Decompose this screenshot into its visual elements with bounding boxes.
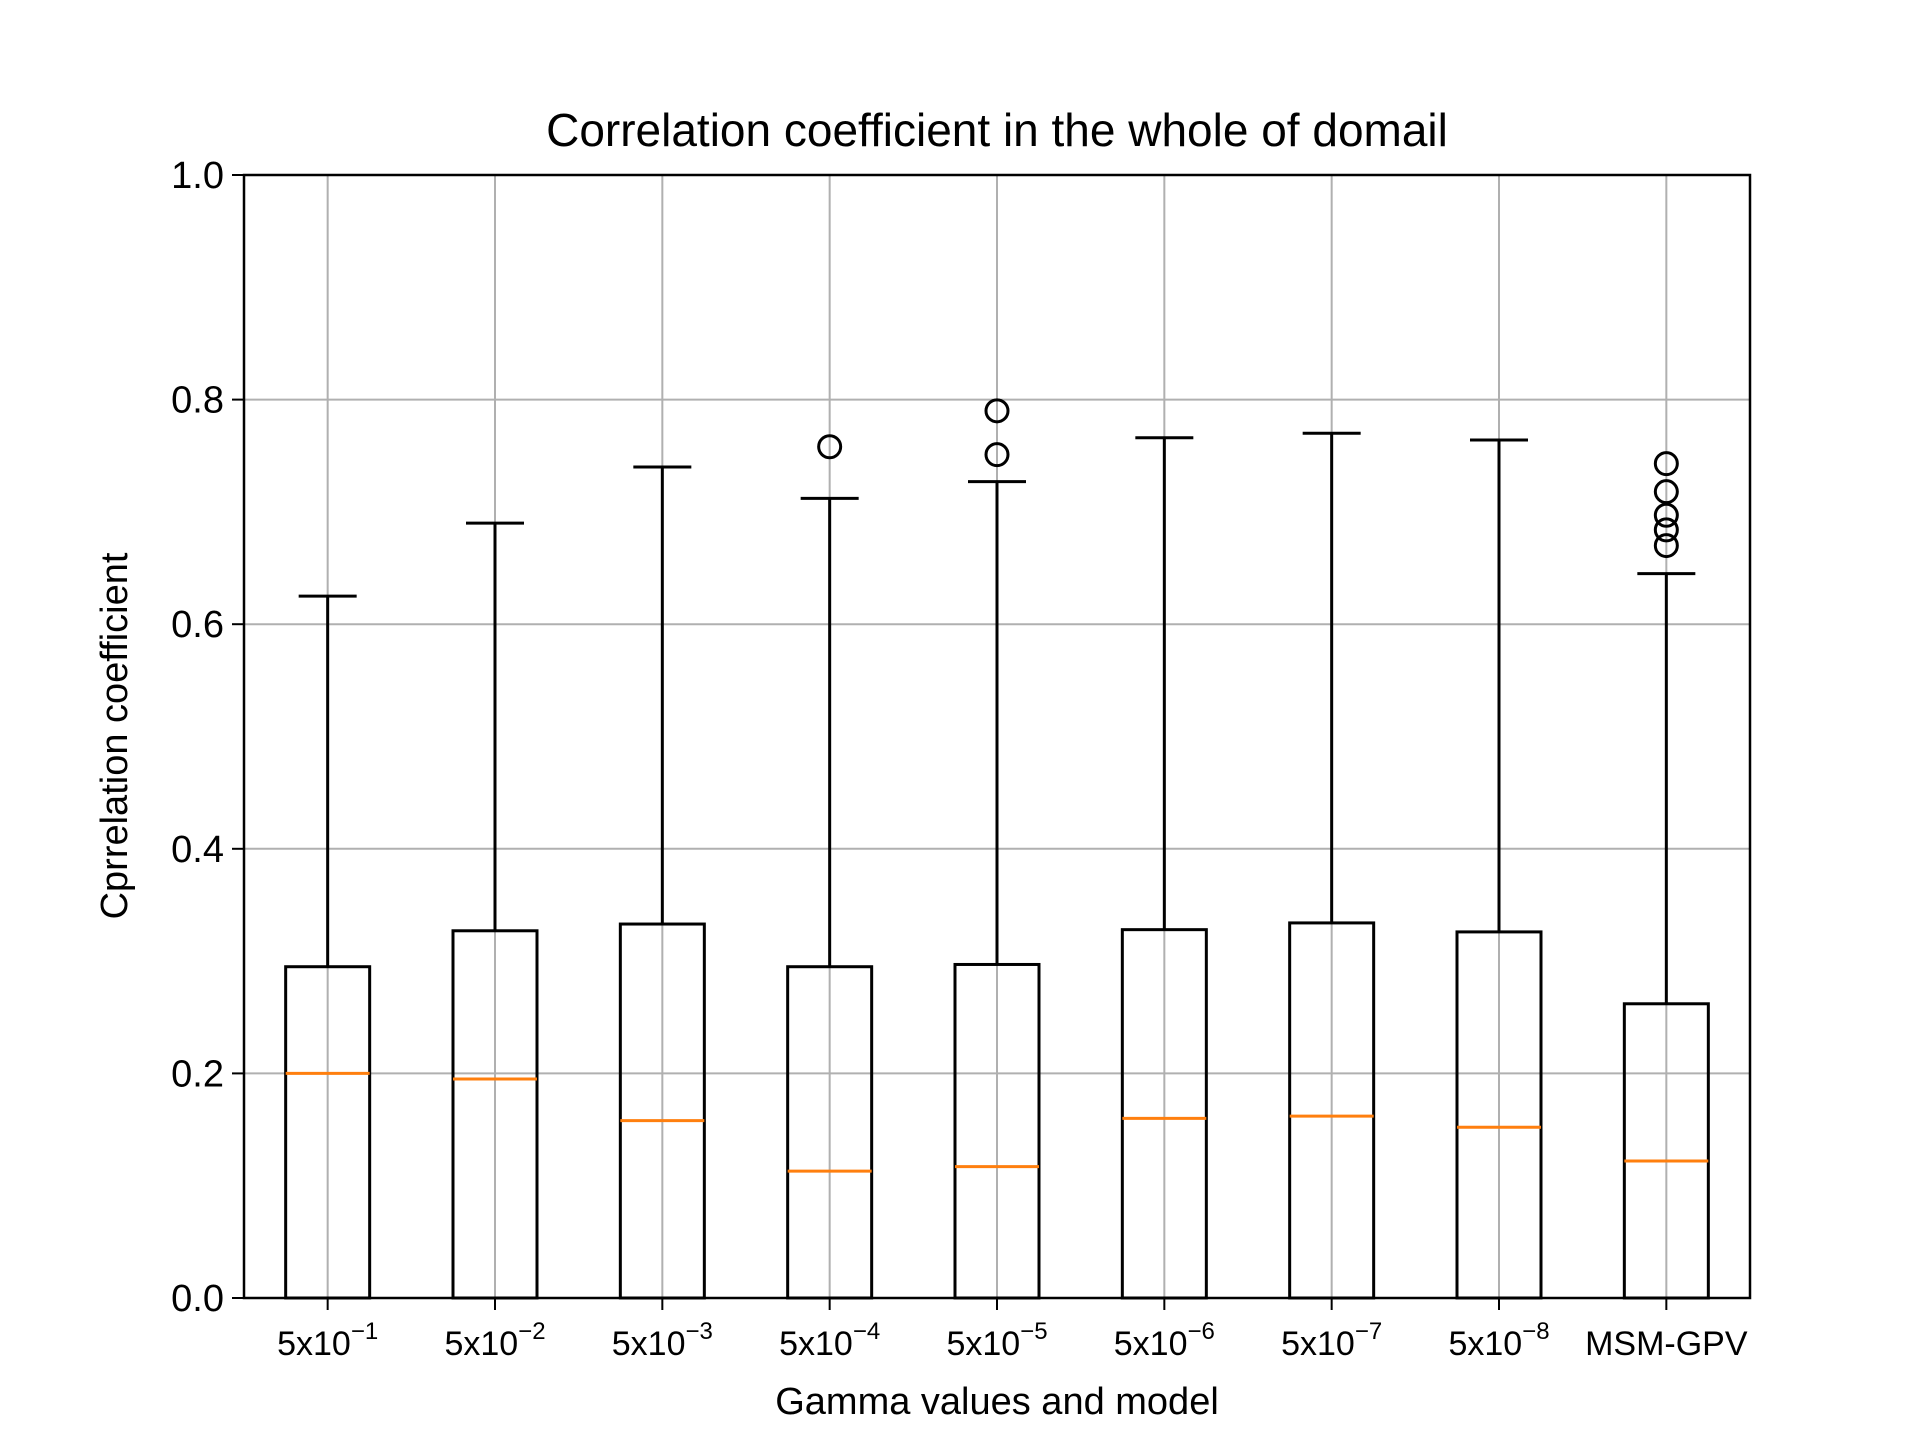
x-tick-label-exponent: −4 [853, 1318, 880, 1345]
outlier-point [984, 398, 1010, 424]
x-tick-label-exponent: −5 [1020, 1318, 1047, 1345]
y-tick-label: 0.2 [171, 1053, 224, 1095]
outlier-point [1653, 451, 1679, 477]
x-tick-label: 5x10−3 [612, 1318, 713, 1363]
x-tick-label: 5x10−6 [1114, 1318, 1215, 1363]
x-tick-label: 5x10−5 [946, 1318, 1047, 1363]
y-tick-label: 0.0 [171, 1278, 224, 1320]
x-tick-label: 5x10−2 [444, 1318, 545, 1363]
outlier-point [1653, 533, 1679, 559]
x-axis-label: Gamma values and model [775, 1381, 1219, 1423]
y-tick-label: 0.8 [171, 380, 224, 422]
x-tick-label-base: MSM-GPV [1585, 1325, 1748, 1363]
y-tick-label: 1.0 [171, 155, 224, 197]
x-tick-label: 5x10−1 [277, 1318, 378, 1363]
outlier-point [1653, 479, 1679, 505]
x-tick-label-base: 5x10 [1448, 1325, 1522, 1363]
x-tick-label-exponent: −7 [1355, 1318, 1382, 1345]
outlier-point [817, 434, 843, 460]
x-tick-label: 5x10−4 [779, 1318, 880, 1363]
chart-title: Correlation coefficient in the whole of … [546, 104, 1448, 156]
x-tick-label-base: 5x10 [1114, 1325, 1188, 1363]
outlier-point [984, 442, 1010, 468]
x-tick-label-exponent: −8 [1522, 1318, 1549, 1345]
x-tick-label-base: 5x10 [277, 1325, 351, 1363]
x-tick-label-base: 5x10 [444, 1325, 518, 1363]
x-tick-label: 5x10−8 [1448, 1318, 1549, 1363]
x-tick-label-exponent: −3 [686, 1318, 713, 1345]
x-tick-label: MSM-GPV [1585, 1325, 1748, 1363]
x-tick-label: 5x10−7 [1281, 1318, 1382, 1363]
x-tick-label-base: 5x10 [612, 1325, 686, 1363]
x-tick-label-exponent: −6 [1188, 1318, 1215, 1345]
outlier-point [1653, 502, 1679, 528]
x-tick-label-base: 5x10 [779, 1325, 853, 1363]
y-axis-label: Cprrelation coefficient [94, 552, 136, 919]
x-tick-label-exponent: −1 [351, 1318, 378, 1345]
y-tick-label: 0.4 [171, 829, 224, 871]
outlier-point [1653, 517, 1679, 543]
y-tick-label: 0.6 [171, 604, 224, 646]
box-group [1288, 431, 1376, 1300]
x-tick-label-base: 5x10 [1281, 1325, 1355, 1363]
x-tick-label-exponent: −2 [518, 1318, 545, 1345]
x-tick-label-base: 5x10 [946, 1325, 1020, 1363]
